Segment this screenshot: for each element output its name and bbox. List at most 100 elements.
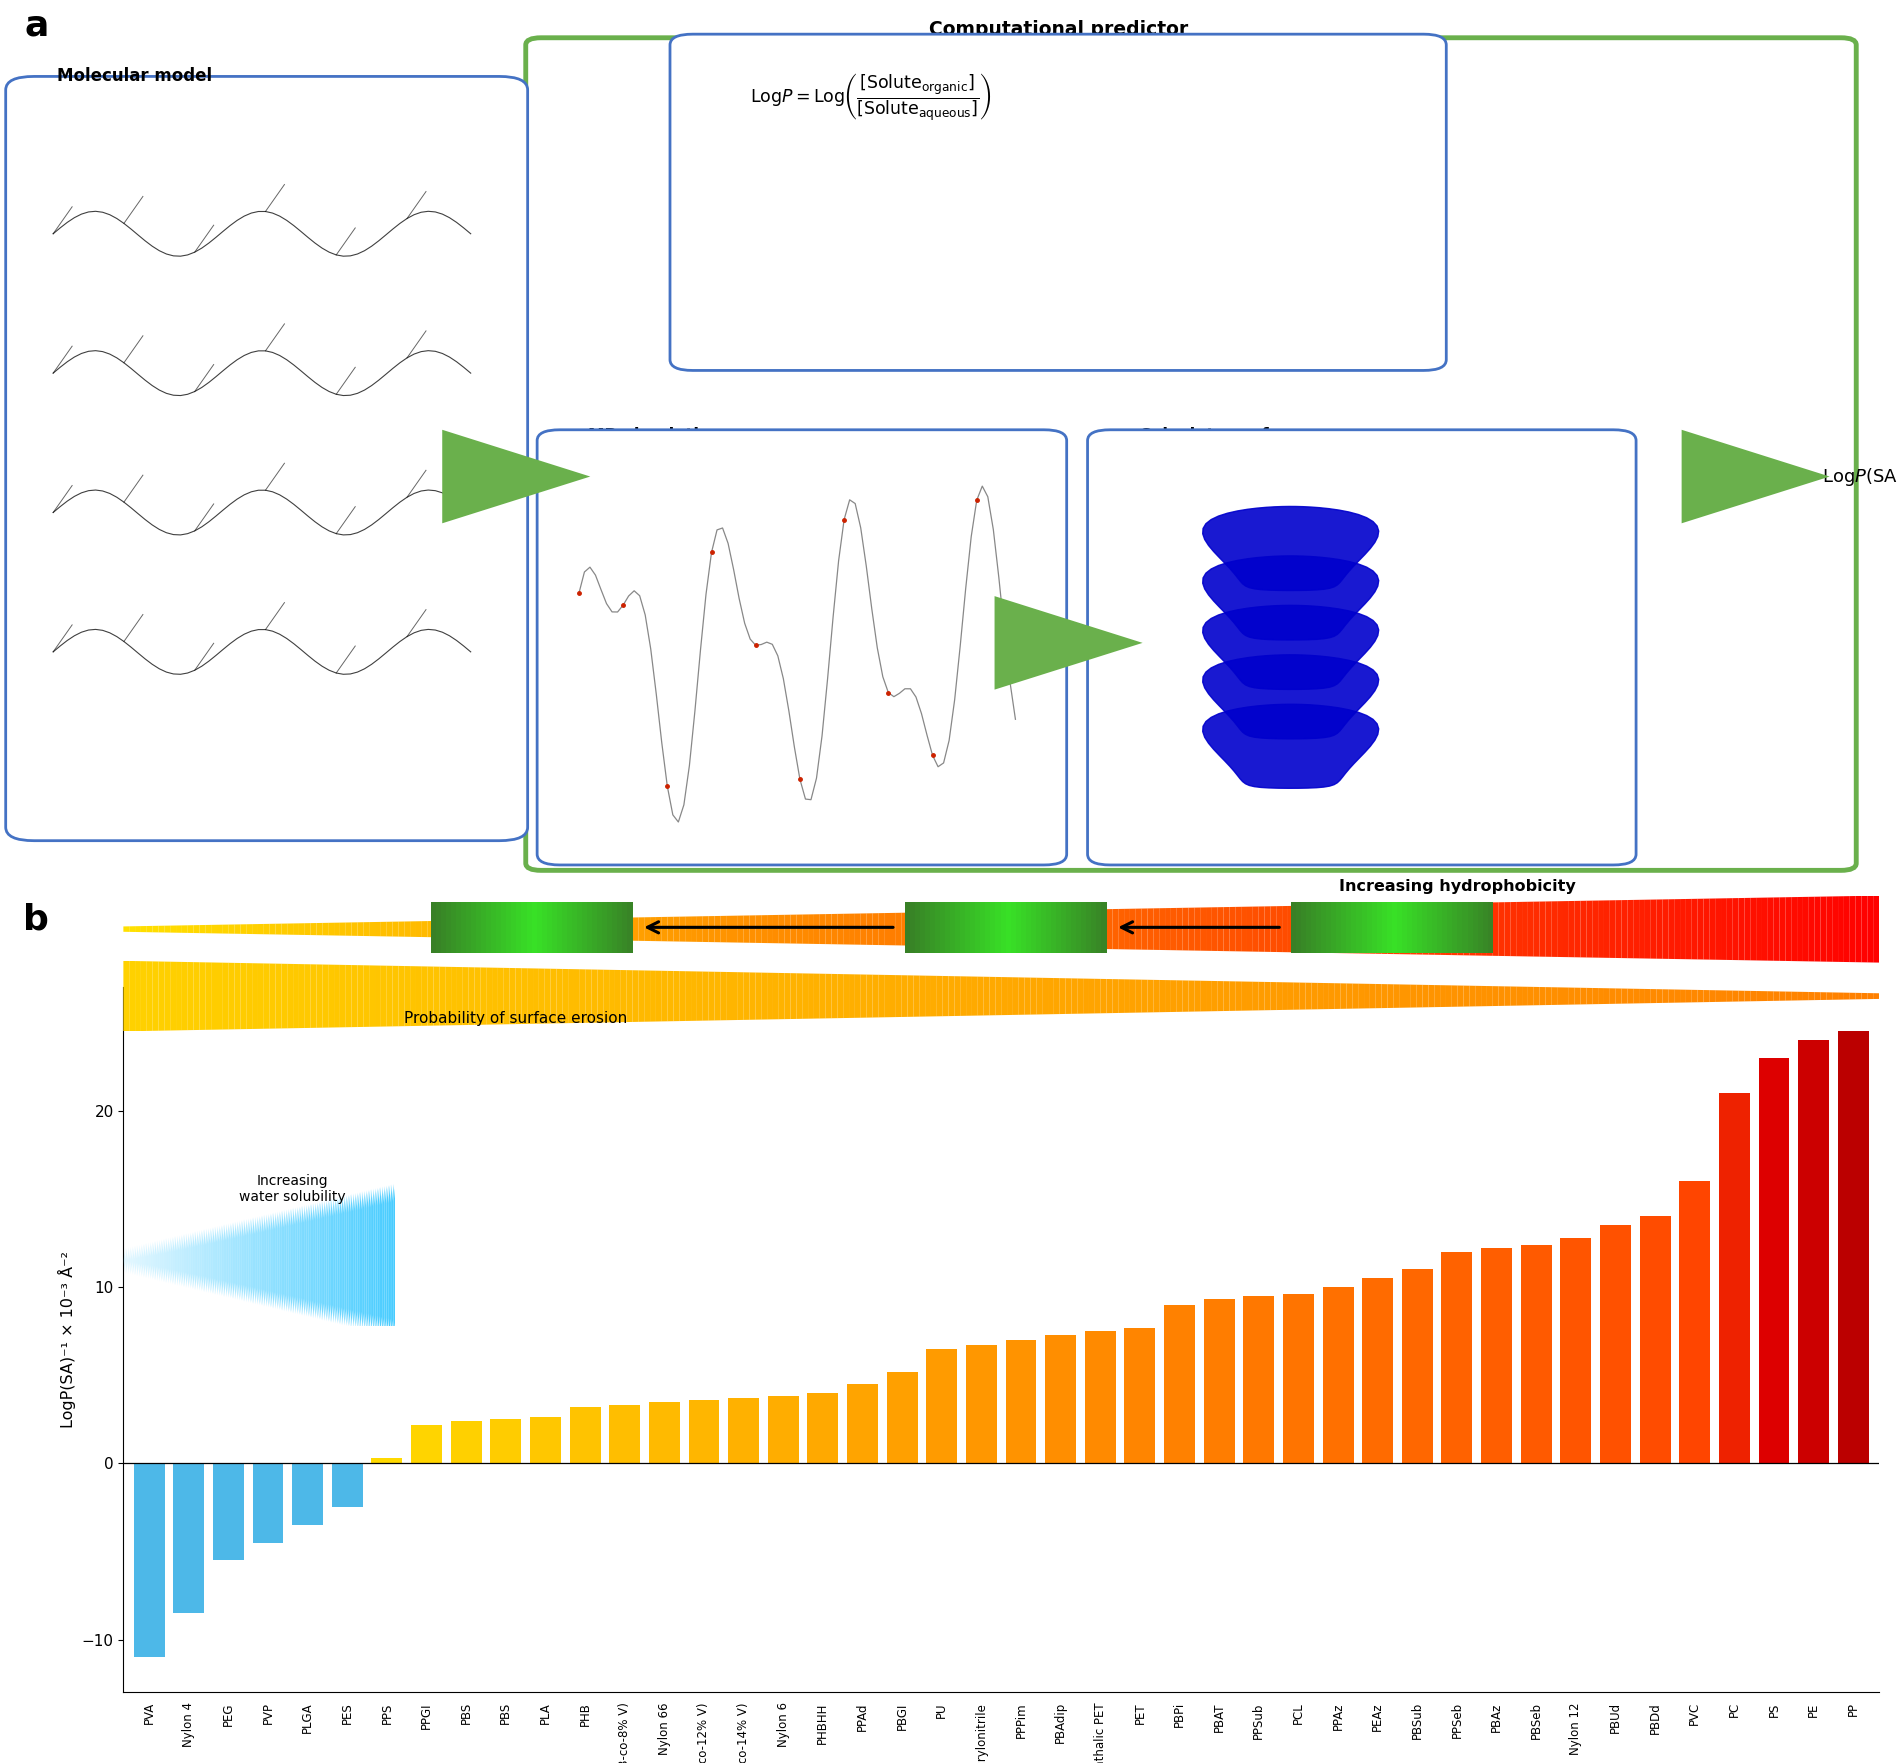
Polygon shape (1469, 903, 1475, 956)
Polygon shape (657, 971, 662, 1021)
Polygon shape (1575, 901, 1581, 957)
Polygon shape (831, 913, 837, 945)
Polygon shape (556, 970, 562, 1023)
Polygon shape (1036, 903, 1040, 952)
Polygon shape (503, 968, 509, 1024)
Polygon shape (643, 970, 649, 1023)
Bar (1837, 1031, 1870, 1463)
Polygon shape (1627, 899, 1632, 959)
Polygon shape (1486, 903, 1492, 956)
Polygon shape (1545, 901, 1551, 957)
Bar (1403, 1269, 1433, 1463)
Polygon shape (727, 971, 733, 1021)
Polygon shape (1107, 910, 1112, 948)
Bar (769, 1396, 799, 1463)
Polygon shape (714, 917, 721, 941)
Polygon shape (1427, 903, 1433, 952)
Polygon shape (357, 922, 363, 936)
Polygon shape (586, 919, 592, 940)
Polygon shape (1019, 911, 1025, 947)
Polygon shape (1756, 991, 1761, 1001)
Polygon shape (1739, 897, 1744, 961)
Polygon shape (592, 970, 598, 1023)
Bar (1680, 1181, 1710, 1463)
Polygon shape (772, 973, 778, 1019)
Polygon shape (972, 911, 977, 947)
Polygon shape (1376, 984, 1382, 1008)
Polygon shape (194, 926, 199, 933)
Polygon shape (1668, 899, 1674, 959)
Polygon shape (1351, 903, 1357, 952)
Polygon shape (292, 924, 300, 934)
Polygon shape (772, 915, 778, 943)
Polygon shape (562, 970, 568, 1023)
Polygon shape (480, 920, 486, 938)
Polygon shape (966, 903, 970, 952)
Polygon shape (1171, 980, 1177, 1012)
Polygon shape (387, 922, 393, 936)
Bar (1046, 1335, 1076, 1463)
Polygon shape (171, 961, 177, 1031)
Polygon shape (674, 971, 679, 1021)
Polygon shape (767, 915, 772, 943)
Polygon shape (1727, 897, 1733, 961)
Polygon shape (708, 971, 714, 1021)
Polygon shape (1129, 980, 1135, 1012)
Polygon shape (533, 919, 539, 940)
Polygon shape (949, 977, 955, 1015)
Polygon shape (568, 903, 571, 952)
Polygon shape (708, 917, 714, 941)
Polygon shape (1002, 977, 1008, 1015)
Polygon shape (1873, 896, 1879, 963)
Polygon shape (1315, 903, 1321, 952)
Polygon shape (744, 973, 750, 1019)
Polygon shape (1632, 989, 1640, 1003)
Polygon shape (1786, 991, 1792, 1001)
Polygon shape (609, 970, 615, 1023)
Polygon shape (583, 903, 586, 952)
Polygon shape (626, 917, 632, 941)
Polygon shape (199, 963, 205, 1030)
Polygon shape (123, 961, 129, 1031)
Polygon shape (1387, 904, 1393, 954)
Polygon shape (287, 964, 292, 1028)
Polygon shape (1610, 901, 1615, 957)
Polygon shape (537, 903, 541, 952)
Polygon shape (1370, 984, 1376, 1008)
Bar (1600, 1225, 1630, 1463)
Polygon shape (340, 964, 345, 1028)
Polygon shape (1051, 903, 1055, 952)
Text: $\mathrm{Log}P(\mathrm{SA})^{-1}$: $\mathrm{Log}P(\mathrm{SA})^{-1}$ (1822, 464, 1898, 488)
Polygon shape (1253, 982, 1258, 1010)
Polygon shape (300, 964, 306, 1028)
Polygon shape (507, 903, 511, 952)
Polygon shape (826, 973, 831, 1019)
Polygon shape (1327, 903, 1330, 952)
Polygon shape (1534, 901, 1539, 957)
Polygon shape (222, 963, 228, 1030)
Polygon shape (317, 964, 323, 1028)
Polygon shape (1610, 989, 1615, 1003)
Polygon shape (854, 913, 862, 945)
Polygon shape (1482, 903, 1488, 952)
Polygon shape (416, 966, 421, 1026)
Polygon shape (410, 922, 416, 936)
Polygon shape (784, 973, 790, 1019)
Polygon shape (1691, 899, 1697, 959)
Bar (1560, 1238, 1591, 1463)
Polygon shape (1289, 906, 1294, 952)
Polygon shape (334, 922, 340, 936)
Polygon shape (1247, 982, 1253, 1010)
Polygon shape (628, 903, 632, 952)
Polygon shape (1663, 989, 1668, 1003)
Polygon shape (1756, 897, 1761, 961)
Polygon shape (1814, 897, 1820, 961)
Polygon shape (1424, 903, 1429, 956)
Polygon shape (222, 924, 228, 934)
Polygon shape (1205, 908, 1211, 950)
Polygon shape (1697, 899, 1703, 959)
Polygon shape (345, 964, 351, 1028)
Polygon shape (1097, 903, 1101, 952)
Polygon shape (924, 903, 930, 952)
Polygon shape (1300, 906, 1306, 952)
